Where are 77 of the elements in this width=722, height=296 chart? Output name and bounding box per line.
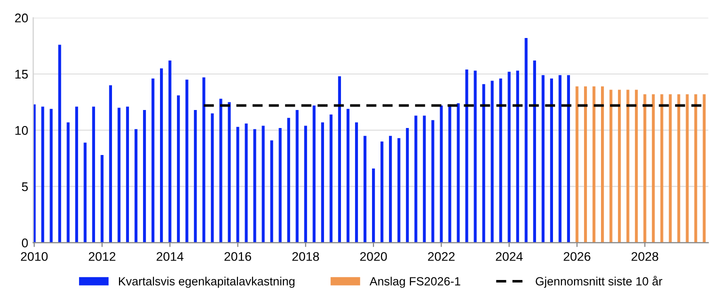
- bar: [558, 75, 562, 243]
- bar: [422, 116, 426, 243]
- y-tick-label: 15: [15, 70, 28, 79]
- x-tick-label: 2028: [632, 252, 658, 261]
- bar: [652, 94, 655, 243]
- bar: [58, 44, 62, 243]
- bar: [499, 78, 502, 243]
- bar: [567, 75, 570, 243]
- bar: [542, 75, 545, 243]
- bar: [50, 108, 53, 243]
- bar: [304, 126, 308, 243]
- bar: [516, 70, 520, 243]
- x-tick-label: 2026: [564, 252, 590, 261]
- bar: [152, 78, 154, 243]
- x-tick-label: 2022: [428, 252, 455, 261]
- bar: [634, 90, 638, 243]
- bar: [380, 141, 384, 243]
- bar: [194, 110, 197, 243]
- bar: [643, 94, 646, 243]
- bar: [176, 95, 180, 243]
- bar: [524, 38, 528, 243]
- bar: [584, 86, 587, 243]
- y-tick-label: 5: [22, 182, 28, 192]
- y-tick-label: 20: [15, 14, 28, 22]
- bar: [278, 128, 282, 243]
- bar: [397, 138, 400, 243]
- bar: [364, 136, 366, 243]
- bar: [92, 106, 96, 243]
- bar: [312, 105, 316, 243]
- bar: [118, 108, 120, 243]
- legend-label: Kvartalsvis egenkapitalavkastning: [118, 276, 294, 288]
- bar: [202, 77, 206, 243]
- bar: [601, 86, 604, 243]
- bar: [109, 85, 112, 243]
- bar: [134, 129, 138, 243]
- bar: [296, 110, 299, 243]
- bar: [143, 110, 146, 243]
- y-tick-label: 0: [22, 238, 28, 248]
- x-tick-label: 2018: [292, 252, 319, 261]
- bar: [414, 116, 418, 243]
- bar: [618, 90, 621, 243]
- x-tick-label: 2012: [88, 252, 116, 261]
- bar: [126, 106, 129, 243]
- x-tick-label: 2010: [20, 252, 48, 261]
- bar: [550, 78, 553, 243]
- bar: [287, 118, 290, 243]
- x-tick-label: 2024: [496, 252, 523, 261]
- x-tick-label: 2020: [360, 252, 387, 261]
- legend-label: Anslag FS2026-1: [370, 276, 460, 288]
- bar: [100, 154, 104, 243]
- bar: [626, 90, 630, 243]
- bar: [355, 122, 358, 243]
- bar: [270, 140, 274, 243]
- bar: [210, 113, 214, 243]
- bar: [321, 122, 324, 243]
- bar: [330, 114, 332, 243]
- legend-label: Gjennomsnitt siste 10 år: [536, 276, 662, 288]
- bar: [372, 168, 375, 243]
- bar: [84, 142, 87, 243]
- x-tick-label: 2014: [156, 252, 184, 261]
- x-tick-label: 2016: [224, 252, 252, 261]
- bar: [388, 136, 392, 243]
- bar: [185, 80, 188, 243]
- bar: [160, 68, 163, 243]
- bar: [66, 122, 70, 243]
- bar: [338, 76, 341, 243]
- bar: [609, 90, 612, 243]
- bar: [592, 86, 596, 243]
- bar: [346, 108, 350, 243]
- bar: [533, 60, 536, 243]
- bar: [576, 86, 578, 243]
- bar: [168, 60, 172, 243]
- bar: [406, 128, 409, 243]
- bar: [431, 120, 434, 243]
- y-tick-label: 10: [15, 126, 28, 135]
- bar: [75, 106, 78, 243]
- bar: [508, 72, 511, 243]
